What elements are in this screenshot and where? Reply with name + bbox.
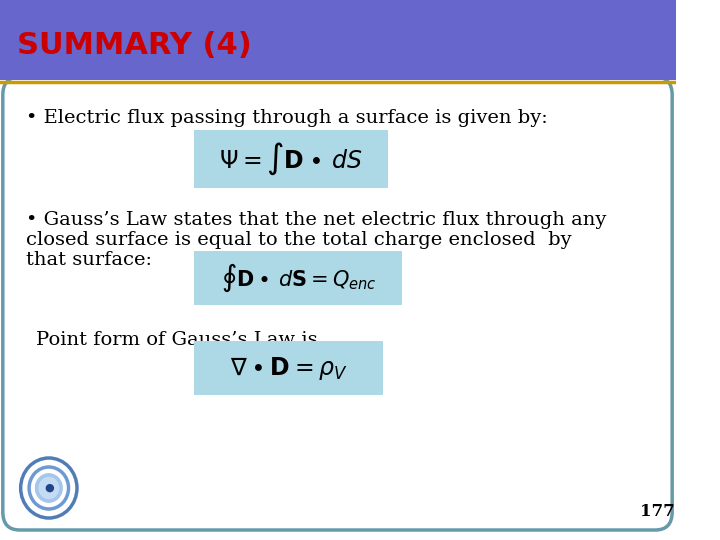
FancyBboxPatch shape [0, 0, 676, 80]
Text: • Electric flux passing through a surface is given by:: • Electric flux passing through a surfac… [27, 109, 548, 127]
Text: that surface:: that surface: [27, 251, 153, 269]
FancyBboxPatch shape [194, 341, 383, 395]
FancyBboxPatch shape [194, 130, 387, 188]
Text: 177: 177 [640, 503, 675, 521]
Text: $\Psi = \int \mathbf{D} \bullet \, dS$: $\Psi = \int \mathbf{D} \bullet \, dS$ [219, 141, 363, 177]
Text: $\oint \mathbf{D} \bullet \, d\mathbf{S} = Q_{enc}$: $\oint \mathbf{D} \bullet \, d\mathbf{S}… [220, 262, 377, 294]
FancyBboxPatch shape [194, 251, 402, 305]
Text: closed surface is equal to the total charge enclosed  by: closed surface is equal to the total cha… [27, 231, 572, 249]
Text: • Gauss’s Law states that the net electric flux through any: • Gauss’s Law states that the net electr… [27, 211, 607, 229]
Text: Point form of Gauss’s Law is: Point form of Gauss’s Law is [36, 331, 318, 349]
Text: $\nabla \bullet \mathbf{D} = \rho_V$: $\nabla \bullet \mathbf{D} = \rho_V$ [230, 354, 348, 381]
Text: SUMMARY (4): SUMMARY (4) [17, 30, 252, 59]
FancyBboxPatch shape [3, 77, 672, 530]
Circle shape [36, 474, 62, 502]
Text: ●: ● [44, 483, 54, 493]
